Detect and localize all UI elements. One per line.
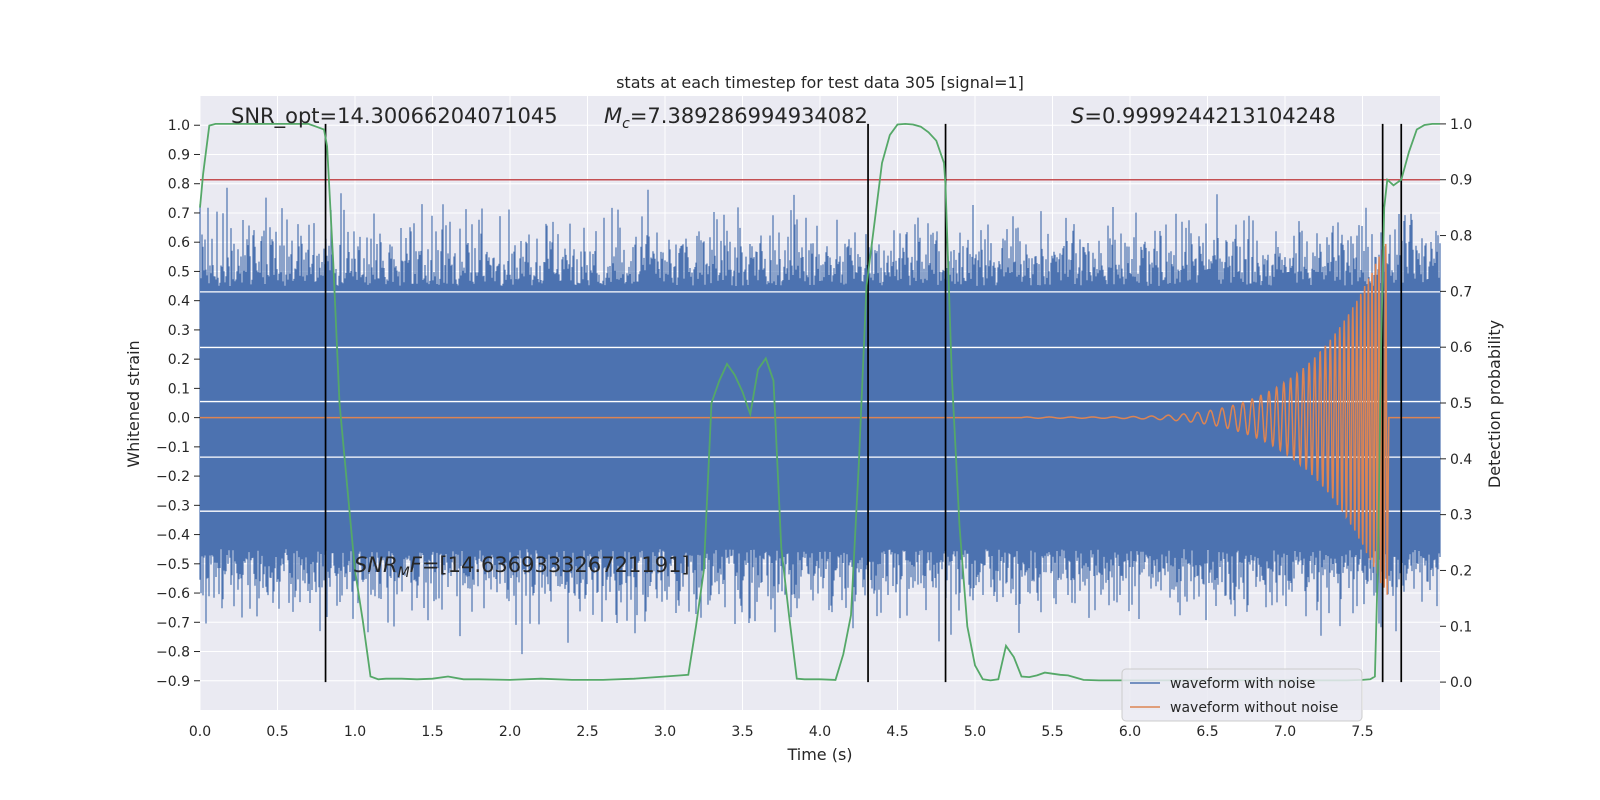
noise-waveform-series xyxy=(199,187,1441,655)
x-tick-label: 1.0 xyxy=(344,724,366,740)
legend: waveform with noise waveform without noi… xyxy=(1121,668,1363,722)
y-right-tick-label: 0.4 xyxy=(1450,452,1472,468)
y-right-tick-label: 0.0 xyxy=(1450,675,1472,691)
y-right-tick-label: 0.1 xyxy=(1450,619,1472,635)
y-left-tick-label: 0.6 xyxy=(168,235,190,251)
vertical-markers xyxy=(324,123,1403,683)
legend-label-noise: waveform with noise xyxy=(1170,676,1315,692)
x-tick-label: 4.5 xyxy=(886,724,908,740)
y-left-tick-label: 0.5 xyxy=(168,264,190,280)
chirp-mass-annotation: Mc=7.389286994934082 xyxy=(604,104,868,132)
x-tick-label: 0.5 xyxy=(266,724,288,740)
y-left-tick-label: 0.7 xyxy=(168,206,190,222)
y-left-tick-label: −0.2 xyxy=(156,469,190,485)
s-value: =0.9999244213104248 xyxy=(1084,104,1335,128)
x-tick-label: 2.5 xyxy=(576,724,598,740)
x-tick-label: 1.5 xyxy=(421,724,443,740)
y-left-tick-label: −0.5 xyxy=(156,557,190,573)
chart-title: stats at each timestep for test data 305… xyxy=(616,73,1024,92)
y-right-tick-label: 0.8 xyxy=(1450,229,1472,245)
y-right-tick-label: 0.6 xyxy=(1450,340,1472,356)
y-left-tick-label: 0.0 xyxy=(168,411,190,427)
snr-opt-annotation: SNR_opt=14.30066204071045 xyxy=(231,104,558,129)
noise-waveform xyxy=(199,187,1441,655)
x-tick-label: 6.5 xyxy=(1196,724,1218,740)
snr-mf-subscript: M xyxy=(398,565,410,581)
y-left-tick-label: −0.6 xyxy=(156,586,190,602)
y-right-tick-label: 0.7 xyxy=(1450,284,1472,300)
x-tick-label: 3.0 xyxy=(654,724,676,740)
y-left-tick-label: 0.1 xyxy=(168,381,190,397)
x-tick-label: 3.5 xyxy=(731,724,753,740)
y-left-tick-label: 1.0 xyxy=(168,118,190,134)
x-tick-label: 0.0 xyxy=(189,724,211,740)
clean-waveform-series xyxy=(200,243,1440,595)
snr-mf-value: =[14.636933326721191] xyxy=(422,553,690,577)
y-left-tick-label: 0.2 xyxy=(168,352,190,368)
x-tick-label: 5.5 xyxy=(1041,724,1063,740)
y-left-tick-label: 0.3 xyxy=(168,323,190,339)
y-axis-label-left: Whitened strain xyxy=(124,340,143,467)
y-left-tick-label: 0.9 xyxy=(168,147,190,163)
x-axis-label: Time (s) xyxy=(786,745,852,764)
y-right-tick-label: 0.3 xyxy=(1450,508,1472,524)
s-symbol: S xyxy=(1071,104,1084,128)
y-left-tick-label: −0.9 xyxy=(156,674,190,690)
x-tick-label: 7.5 xyxy=(1351,724,1373,740)
legend-box xyxy=(1121,668,1363,722)
chirp-mass-value: =7.389286994934082 xyxy=(630,104,868,128)
y-right-tick-label: 1.0 xyxy=(1450,117,1472,133)
x-tick-label: 2.0 xyxy=(499,724,521,740)
chirp-mass-subscript: c xyxy=(622,116,630,132)
snr-mf-f: F xyxy=(410,553,423,577)
clean-waveform xyxy=(200,243,1440,595)
y-left-tick-label: −0.4 xyxy=(156,528,190,544)
y-left-tick-label: 0.4 xyxy=(168,294,190,310)
y-axis-label-right: Detection probability xyxy=(1485,320,1504,488)
white-band-lines xyxy=(200,291,1440,512)
snr-mf-symbol: SNR xyxy=(354,553,398,577)
y-left-tick-label: 0.8 xyxy=(168,177,190,193)
y-right-tick-label: 0.2 xyxy=(1450,563,1472,579)
x-tick-label: 4.0 xyxy=(809,724,831,740)
legend-label-clean: waveform without noise xyxy=(1170,700,1338,716)
y-right-tick-label: 0.5 xyxy=(1450,396,1472,412)
y-left-tick-label: −0.7 xyxy=(156,615,190,631)
x-tick-label: 6.0 xyxy=(1119,724,1141,740)
x-tick-label: 5.0 xyxy=(964,724,986,740)
snr-mf-annotation: SNRMF=[14.636933326721191] xyxy=(354,553,690,581)
y-left-tick-label: −0.3 xyxy=(156,498,190,514)
chirp-mass-symbol: M xyxy=(604,104,622,128)
y-right-tick-label: 0.9 xyxy=(1450,173,1472,189)
axes: 0.0 0.5 1.0 1.5 2.0 2.5 3.0 3.5 4.0 4.5 5.0 5.5 6.0 6… xyxy=(156,117,1472,740)
x-tick-label: 7.0 xyxy=(1274,724,1296,740)
y-left-tick-label: −0.8 xyxy=(156,645,190,661)
s-annotation: S=0.9999244213104248 xyxy=(1071,104,1336,128)
y-left-tick-label: −0.1 xyxy=(156,440,190,456)
